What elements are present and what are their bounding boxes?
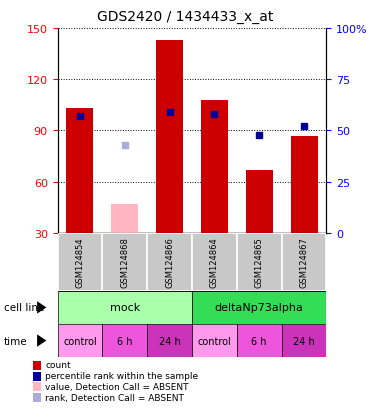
Bar <box>237 324 282 357</box>
Text: GDS2420 / 1434433_x_at: GDS2420 / 1434433_x_at <box>97 10 274 24</box>
Text: 6 h: 6 h <box>117 336 132 346</box>
Bar <box>147 324 192 357</box>
Bar <box>290 136 318 233</box>
Text: GSM124865: GSM124865 <box>255 237 264 287</box>
Text: 24 h: 24 h <box>159 336 180 346</box>
Text: value, Detection Call = ABSENT: value, Detection Call = ABSENT <box>45 382 189 391</box>
Bar <box>111 204 138 233</box>
Bar <box>66 109 93 233</box>
Text: count: count <box>45 361 71 370</box>
Bar <box>282 233 326 291</box>
Bar <box>201 100 228 233</box>
Bar <box>192 233 237 291</box>
Text: control: control <box>197 336 231 346</box>
Bar <box>147 233 192 291</box>
Text: rank, Detection Call = ABSENT: rank, Detection Call = ABSENT <box>45 393 184 402</box>
Text: cell line: cell line <box>4 303 44 313</box>
Bar <box>282 324 326 357</box>
Text: GSM124867: GSM124867 <box>299 237 309 287</box>
Bar <box>58 233 102 291</box>
Text: GSM124864: GSM124864 <box>210 237 219 287</box>
Text: 6 h: 6 h <box>252 336 267 346</box>
Text: GSM124866: GSM124866 <box>165 237 174 287</box>
Bar <box>102 233 147 291</box>
Bar <box>58 324 102 357</box>
Bar <box>58 291 192 324</box>
Text: percentile rank within the sample: percentile rank within the sample <box>45 371 198 380</box>
Text: deltaNp73alpha: deltaNp73alpha <box>215 303 304 313</box>
Bar <box>237 233 282 291</box>
Bar <box>156 41 183 233</box>
Text: control: control <box>63 336 97 346</box>
Bar <box>102 324 147 357</box>
Text: GSM124854: GSM124854 <box>75 237 85 287</box>
Text: time: time <box>4 336 27 346</box>
Text: mock: mock <box>109 303 140 313</box>
Bar <box>246 170 273 233</box>
Bar <box>192 324 237 357</box>
Text: GSM124868: GSM124868 <box>120 237 129 287</box>
Text: 24 h: 24 h <box>293 336 315 346</box>
Bar <box>192 291 326 324</box>
